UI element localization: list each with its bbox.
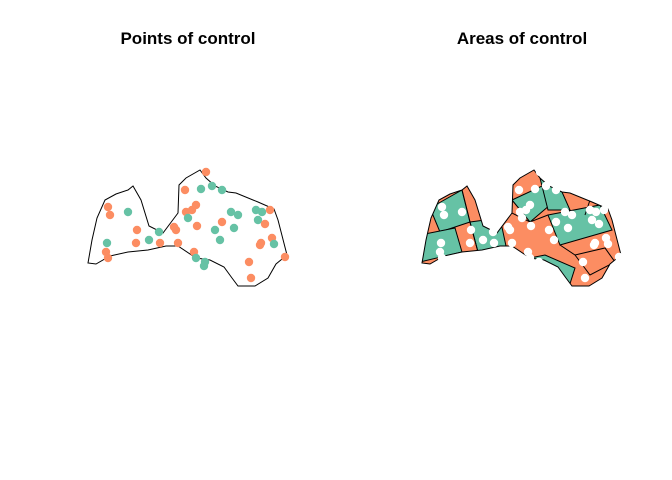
control-point-team-a bbox=[131, 238, 141, 248]
control-point-team-b bbox=[257, 207, 267, 217]
left-panel-title: Points of control bbox=[120, 29, 256, 48]
control-point-marker bbox=[478, 235, 488, 245]
control-point-marker bbox=[541, 181, 551, 191]
control-point-marker bbox=[549, 235, 559, 245]
control-point-team-a bbox=[280, 252, 290, 262]
control-point-team-b bbox=[253, 215, 263, 225]
control-point-marker bbox=[526, 221, 536, 231]
control-point-team-b bbox=[196, 184, 206, 194]
control-point-team-b bbox=[215, 235, 225, 245]
control-point-marker bbox=[589, 240, 599, 250]
control-point-team-b bbox=[207, 181, 217, 191]
right-panel-title: Areas of control bbox=[456, 29, 588, 48]
control-point-marker bbox=[436, 238, 446, 248]
control-point-marker bbox=[544, 225, 554, 235]
control-point-team-a bbox=[246, 273, 256, 283]
control-point-marker bbox=[567, 210, 577, 220]
control-point-marker bbox=[551, 185, 561, 195]
control-point-team-b bbox=[229, 223, 239, 233]
control-point-marker bbox=[614, 252, 624, 262]
control-point-marker bbox=[525, 253, 535, 263]
control-point-team-a bbox=[132, 225, 142, 235]
control-point-marker bbox=[439, 210, 449, 220]
control-point-marker bbox=[525, 200, 535, 210]
control-point-team-a bbox=[260, 219, 270, 229]
control-point-marker bbox=[507, 238, 517, 248]
control-point-marker bbox=[530, 184, 540, 194]
control-point-marker bbox=[437, 253, 447, 263]
control-point-team-b bbox=[199, 261, 209, 271]
control-point-team-a bbox=[244, 257, 254, 267]
control-point-marker bbox=[591, 207, 601, 217]
control-point-team-a bbox=[192, 221, 202, 231]
control-point-team-a bbox=[169, 222, 179, 232]
control-point-team-b bbox=[144, 235, 154, 245]
control-point-marker bbox=[503, 222, 513, 232]
control-point-marker bbox=[488, 227, 498, 237]
control-point-marker bbox=[489, 238, 499, 248]
control-point-marker bbox=[535, 167, 545, 177]
control-point-marker bbox=[563, 223, 573, 233]
control-point-team-a bbox=[105, 210, 115, 220]
control-point-team-a bbox=[103, 253, 113, 263]
control-point-marker bbox=[466, 225, 476, 235]
control-point-team-a bbox=[217, 217, 227, 227]
control-point-team-b bbox=[102, 238, 112, 248]
control-point-marker bbox=[580, 273, 590, 283]
control-point-team-b bbox=[226, 207, 236, 217]
left-points-layer bbox=[101, 167, 290, 283]
control-point-team-b bbox=[183, 213, 193, 223]
control-point-marker bbox=[603, 239, 613, 249]
control-point-marker bbox=[457, 207, 467, 217]
control-point-marker bbox=[578, 257, 588, 267]
control-point-team-b bbox=[123, 207, 133, 217]
control-point-marker bbox=[560, 207, 570, 217]
right-points-layer bbox=[435, 167, 624, 283]
control-point-marker bbox=[551, 217, 561, 227]
control-point-marker bbox=[465, 238, 475, 248]
control-point-marker bbox=[437, 202, 447, 212]
left-map bbox=[87, 167, 290, 287]
control-point-team-a bbox=[201, 167, 211, 177]
control-point-team-a bbox=[265, 205, 275, 215]
control-point-team-a bbox=[173, 238, 183, 248]
control-point-marker bbox=[599, 205, 609, 215]
control-point-team-b bbox=[269, 239, 279, 249]
control-point-team-b bbox=[191, 253, 201, 263]
control-point-team-b bbox=[233, 210, 243, 220]
control-point-marker bbox=[533, 261, 543, 271]
control-point-team-b bbox=[154, 227, 164, 237]
control-point-marker bbox=[517, 213, 527, 223]
control-point-team-b bbox=[217, 185, 227, 195]
control-point-team-b bbox=[210, 225, 220, 235]
control-point-team-a bbox=[155, 238, 165, 248]
control-point-team-a bbox=[103, 202, 113, 212]
right-map bbox=[421, 167, 624, 287]
control-point-team-a bbox=[180, 185, 190, 195]
control-point-marker bbox=[587, 215, 597, 225]
control-point-team-a bbox=[191, 200, 201, 210]
control-point-marker bbox=[514, 185, 524, 195]
control-point-marker bbox=[594, 219, 604, 229]
control-point-team-a bbox=[255, 240, 265, 250]
